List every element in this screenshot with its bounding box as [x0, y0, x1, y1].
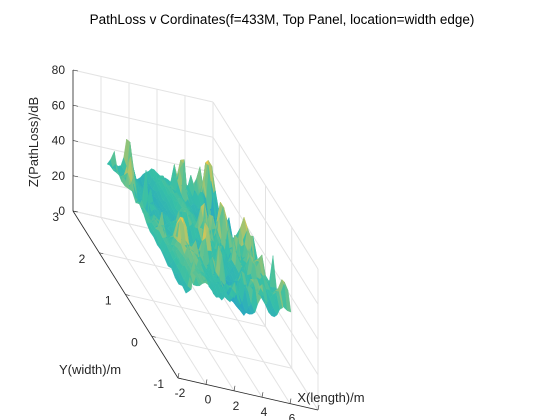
grid-line	[212, 172, 319, 340]
tick-label: 1	[105, 294, 112, 308]
y-tick-mark	[151, 335, 156, 338]
z-tick-mark	[72, 69, 79, 72]
tick-label: -2	[175, 386, 186, 400]
x-axis-label: X(length)/m	[297, 390, 364, 405]
y-tick-mark	[177, 377, 183, 380]
x-tick-mark	[233, 385, 236, 391]
grid-line	[72, 69, 214, 103]
x-tick-mark	[317, 404, 320, 411]
x-tick-mark	[177, 372, 180, 379]
chart-title: PathLoss v Cordinates(f=433M, Top Panel,…	[90, 12, 475, 27]
grid-line	[72, 140, 214, 173]
tick-label: 40	[52, 134, 66, 148]
x-tick-mark	[289, 398, 292, 404]
tick-label: 4	[261, 405, 268, 419]
tick-label: 20	[52, 169, 66, 183]
grid-line	[72, 104, 214, 138]
tick-label: 0	[205, 392, 212, 406]
grid-line	[212, 136, 319, 305]
tick-label: 0	[131, 335, 138, 349]
z-axis-label: Z(PathLoss)/dB	[26, 97, 41, 187]
surface-patch	[284, 282, 292, 313]
tick-label: 60	[52, 98, 66, 112]
x-tick-mark	[261, 392, 264, 398]
grid-line	[212, 101, 319, 270]
tick-label: 8	[317, 418, 324, 420]
tick-label: 3	[52, 210, 59, 224]
z-tick-mark	[72, 104, 79, 107]
z-tick-mark	[72, 175, 79, 178]
y-tick-mark	[99, 252, 104, 255]
tick-label: -1	[153, 377, 164, 391]
tick-label: 0	[58, 204, 65, 218]
surface	[106, 138, 292, 318]
y-tick-mark	[125, 294, 130, 296]
y-axis-label: Y(width)/m	[59, 362, 121, 377]
x-tick-mark	[205, 379, 208, 385]
tick-label: 6	[289, 412, 296, 420]
z-tick-mark	[72, 140, 79, 142]
tick-label: 80	[52, 63, 66, 77]
z-tick-mark	[72, 210, 79, 213]
grid-line	[125, 294, 266, 327]
grid-line	[151, 335, 292, 369]
tick-label: 2	[79, 252, 86, 266]
tick-label: 2	[233, 399, 240, 413]
x-axis-line	[177, 377, 319, 411]
